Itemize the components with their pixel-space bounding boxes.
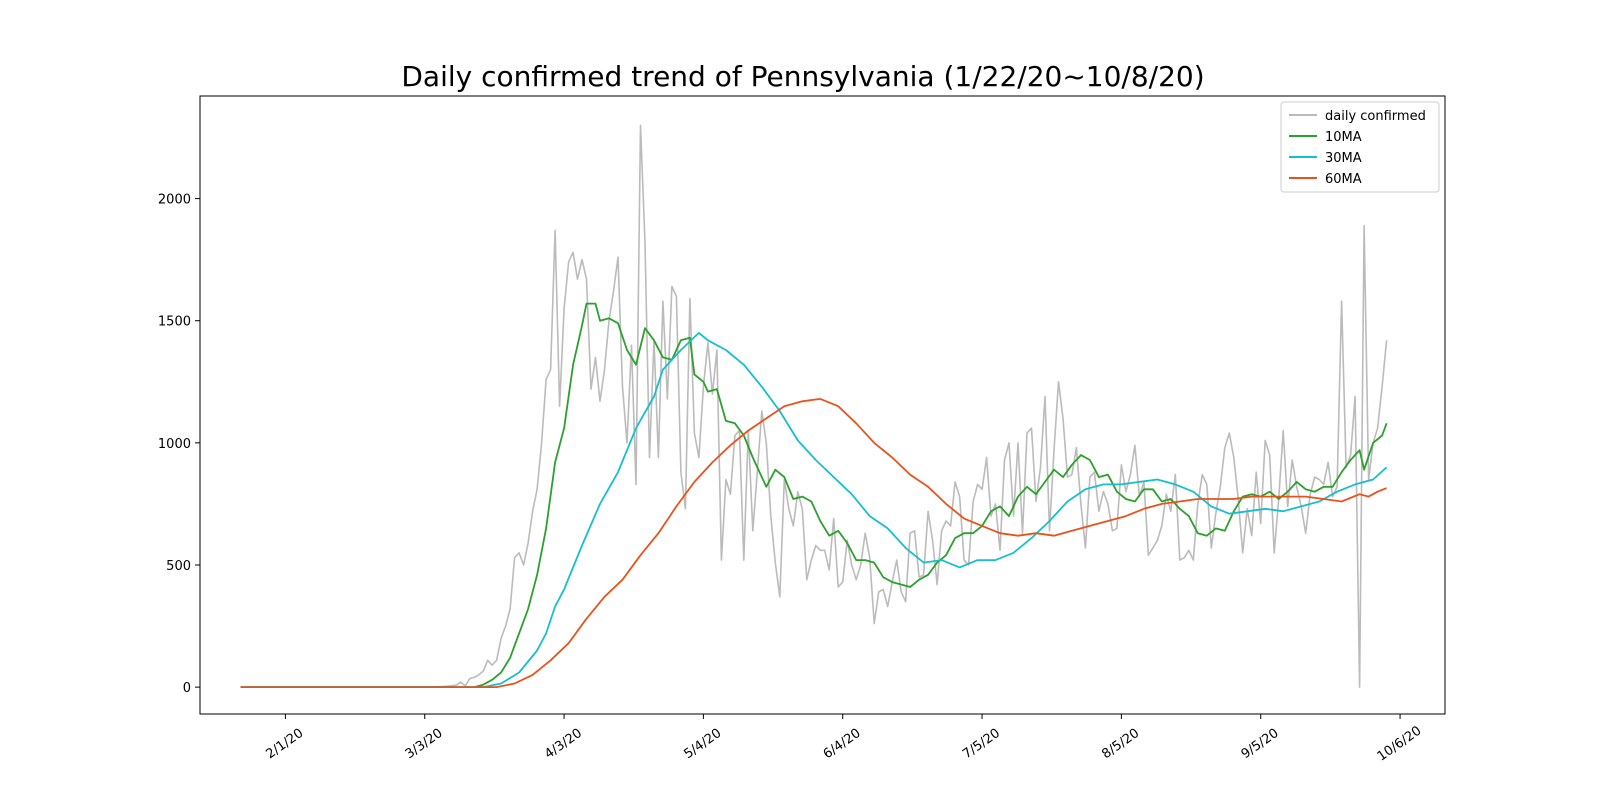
y-tick-label: 500	[166, 559, 191, 574]
legend-label: 60MA	[1325, 172, 1362, 187]
series-line-daily-confirmed	[240, 124, 1388, 688]
legend-label: daily confirmed	[1325, 109, 1426, 124]
y-tick-label: 1000	[158, 437, 191, 452]
plot-frame	[199, 95, 1446, 715]
legend-label: 10MA	[1325, 130, 1362, 145]
series-line-30ma	[240, 332, 1388, 688]
series-line-60ma	[240, 398, 1387, 688]
legend-box	[1280, 101, 1440, 193]
plot-lines	[240, 124, 1388, 688]
y-tick-label: 2000	[158, 193, 191, 208]
legend: daily confirmed 10MA 30MA 60MA	[1280, 101, 1440, 193]
series-line-10ma	[240, 302, 1388, 688]
chart-title: Daily confirmed trend of Pennsylvania (1…	[401, 60, 1204, 93]
y-tick-label: 0	[183, 681, 191, 696]
y-axis: 0 500 1000 1500 2000	[158, 193, 200, 696]
legend-label: 30MA	[1325, 151, 1362, 166]
y-tick-label: 1500	[158, 315, 191, 330]
